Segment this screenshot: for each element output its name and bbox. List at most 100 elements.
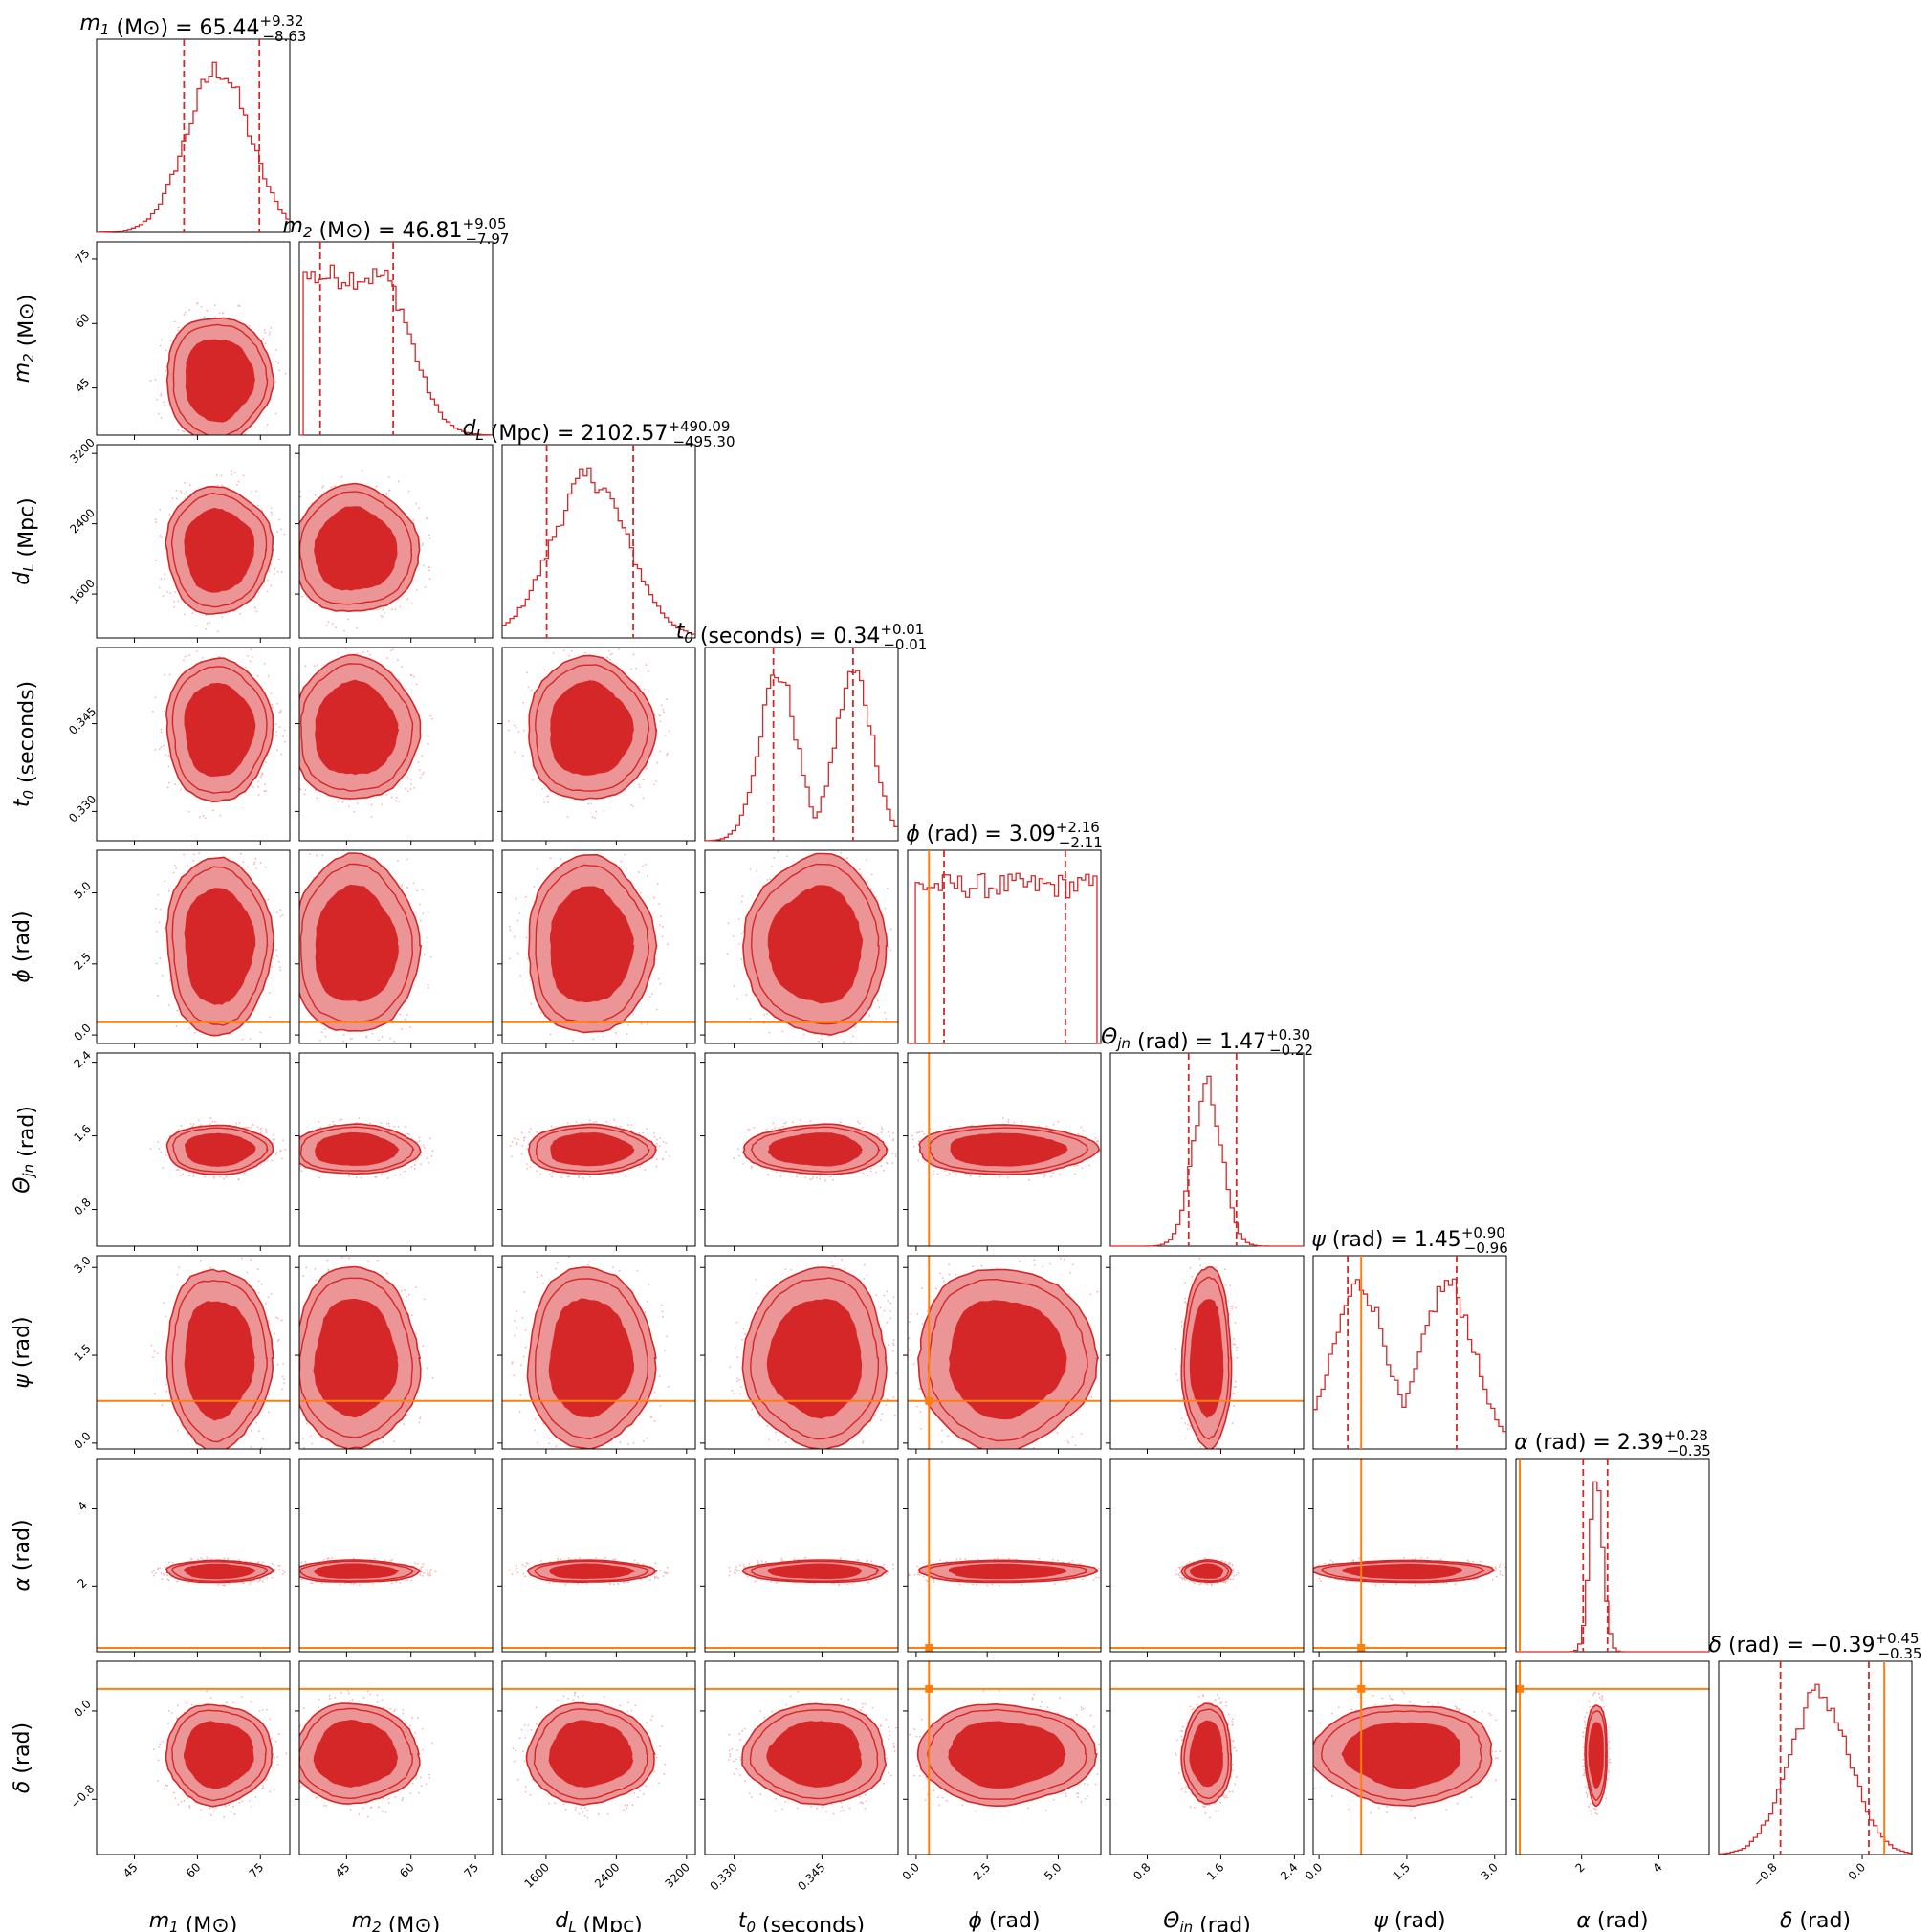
- panel-content: [705, 850, 898, 1043]
- sample-point: [387, 1802, 390, 1804]
- sample-point: [196, 301, 199, 304]
- sample-point: [1586, 1796, 1589, 1798]
- sample-point: [293, 878, 295, 880]
- sample-point: [527, 957, 529, 960]
- sample-point: [355, 1121, 358, 1124]
- sample-point: [773, 856, 776, 859]
- sample-point: [917, 1140, 920, 1142]
- sample-point: [1224, 1704, 1227, 1707]
- contour-inner: [315, 679, 400, 776]
- sample-point: [566, 816, 569, 818]
- sample-point: [284, 1567, 286, 1569]
- sample-point: [843, 1700, 845, 1702]
- sample-point: [373, 1451, 375, 1453]
- sample-point: [333, 1123, 336, 1126]
- sample-point: [180, 1800, 183, 1803]
- sample-point: [924, 1799, 927, 1802]
- sample-point: [993, 1557, 996, 1560]
- sample-point: [536, 1723, 538, 1725]
- sample-point: [231, 470, 232, 472]
- sample-point: [165, 369, 167, 372]
- sample-point: [619, 1125, 622, 1128]
- sample-point: [1601, 1695, 1604, 1697]
- sample-point: [275, 949, 277, 952]
- sample-point: [155, 521, 158, 524]
- sample-point: [337, 800, 340, 802]
- sample-point: [209, 622, 211, 624]
- sample-point: [1180, 1738, 1183, 1741]
- sample-point: [187, 1433, 189, 1436]
- sample-point: [154, 749, 157, 751]
- sample-point: [892, 1568, 895, 1570]
- sample-point: [766, 1425, 769, 1427]
- sample-point: [373, 1557, 376, 1560]
- sample-point: [583, 651, 586, 654]
- sample-point: [1189, 1425, 1192, 1428]
- sample-point: [565, 1049, 567, 1051]
- sample-point: [1507, 1753, 1509, 1755]
- x-tick-label-alpha: 4: [1650, 1860, 1664, 1875]
- sample-point: [887, 1771, 889, 1774]
- sample-point: [893, 1414, 896, 1416]
- sample-point: [617, 1583, 620, 1586]
- sample-point: [228, 447, 230, 449]
- contour-inner: [185, 339, 256, 423]
- sample-point: [516, 1778, 519, 1781]
- sample-point: [428, 1777, 431, 1779]
- sample-point: [190, 1557, 192, 1560]
- sample-point: [1473, 1579, 1476, 1582]
- sample-point: [271, 1563, 274, 1565]
- sample-point: [176, 1273, 179, 1276]
- panel-frame: [96, 241, 291, 436]
- sample-point: [159, 957, 162, 960]
- sample-point: [391, 608, 394, 611]
- sample-point: [1233, 1386, 1236, 1389]
- scatter-panel-phi-delta: [903, 1660, 1102, 1859]
- sample-point: [1427, 1701, 1430, 1703]
- sample-point: [270, 507, 273, 510]
- sample-point: [883, 1156, 886, 1159]
- sample-point: [1495, 1750, 1498, 1752]
- sample-point: [918, 1388, 921, 1390]
- sample-point: [889, 1302, 892, 1305]
- sample-point: [352, 1557, 355, 1560]
- contour-inner: [950, 1132, 1069, 1167]
- sample-point: [291, 1392, 293, 1394]
- sample-point: [626, 1442, 629, 1445]
- sample-point: [867, 1581, 870, 1584]
- sample-point: [933, 1173, 934, 1175]
- sample-point: [259, 1128, 262, 1131]
- sample-point: [424, 586, 427, 589]
- sample-point: [646, 1128, 648, 1130]
- sample-point: [732, 935, 735, 937]
- sample-point: [160, 394, 163, 397]
- panel-content: [908, 1053, 1101, 1246]
- panel-frame: [96, 444, 291, 639]
- sample-point: [669, 1155, 670, 1158]
- x-tick-label-alpha: 2: [1572, 1860, 1587, 1875]
- sample-point: [1499, 1750, 1502, 1753]
- sample-point: [279, 915, 282, 918]
- sample-point: [1178, 1771, 1180, 1774]
- sample-point: [261, 1580, 264, 1583]
- sample-point: [830, 1261, 833, 1263]
- sample-point: [261, 1561, 264, 1564]
- sample-point: [265, 1708, 268, 1711]
- sample-point: [889, 1734, 891, 1737]
- sample-point: [838, 1583, 841, 1586]
- sample-point: [215, 473, 218, 476]
- sample-point: [257, 780, 259, 783]
- sample-point: [1177, 1573, 1180, 1576]
- sample-point: [902, 1370, 904, 1372]
- sample-point: [404, 787, 406, 790]
- sample-point: [975, 1452, 977, 1454]
- sample-point: [653, 1132, 655, 1134]
- sample-point: [1178, 1571, 1181, 1574]
- sample-point: [1175, 1348, 1176, 1350]
- sample-point: [888, 1135, 890, 1138]
- sample-point: [197, 1119, 200, 1122]
- contour-inner: [767, 1563, 863, 1580]
- sample-point: [772, 1122, 775, 1125]
- sample-point: [632, 1441, 635, 1444]
- sample-point: [211, 1120, 214, 1123]
